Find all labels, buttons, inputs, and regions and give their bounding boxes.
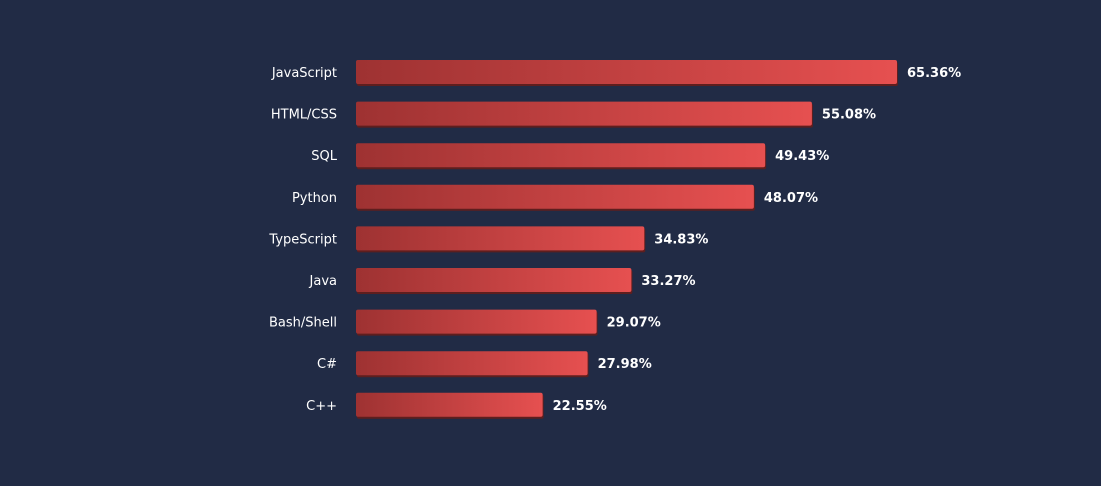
- value-label: 27.98%: [598, 357, 652, 372]
- category-label: C++: [306, 399, 337, 414]
- value-label: 22.55%: [553, 399, 607, 414]
- value-label: 55.08%: [822, 108, 876, 123]
- bar: [356, 101, 812, 126]
- value-label: 29.07%: [607, 316, 661, 331]
- bar: [356, 143, 766, 168]
- category-label: Bash/Shell: [269, 316, 337, 331]
- value-label: 33.27%: [641, 274, 695, 289]
- bar-row: C# 27.98%: [317, 351, 652, 378]
- category-label: HTML/CSS: [271, 108, 337, 123]
- category-label: JavaScript: [271, 66, 337, 81]
- category-label: TypeScript: [268, 232, 337, 247]
- value-label: 49.43%: [775, 149, 829, 164]
- category-label: Java: [309, 274, 337, 289]
- bar: [356, 268, 632, 292]
- value-label: 65.36%: [907, 66, 961, 81]
- bar-row: C++ 22.55%: [306, 392, 607, 419]
- bar: [356, 226, 645, 251]
- value-label: 48.07%: [764, 191, 818, 206]
- bar-row: Java 33.27%: [309, 268, 696, 294]
- bar: [356, 309, 597, 334]
- bar-row: TypeScript 34.83%: [268, 226, 708, 253]
- bar-row: HTML/CSS 55.08%: [271, 101, 876, 128]
- bar: [356, 351, 588, 376]
- value-label: 34.83%: [654, 232, 708, 247]
- bar-row: Bash/Shell 29.07%: [269, 309, 661, 336]
- bar: [356, 392, 543, 417]
- bar-row: Python 48.07%: [292, 184, 818, 211]
- category-label: Python: [292, 191, 337, 206]
- category-label: C#: [317, 357, 337, 372]
- bars-group: JavaScript 65.36% HTML/CSS 55.08% SQL 49.43% P…: [268, 60, 961, 419]
- bar-row: SQL 49.43%: [311, 143, 829, 170]
- category-label: SQL: [311, 149, 337, 164]
- bar: [356, 184, 754, 209]
- bar-row: JavaScript 65.36%: [271, 60, 961, 86]
- bar: [356, 60, 897, 84]
